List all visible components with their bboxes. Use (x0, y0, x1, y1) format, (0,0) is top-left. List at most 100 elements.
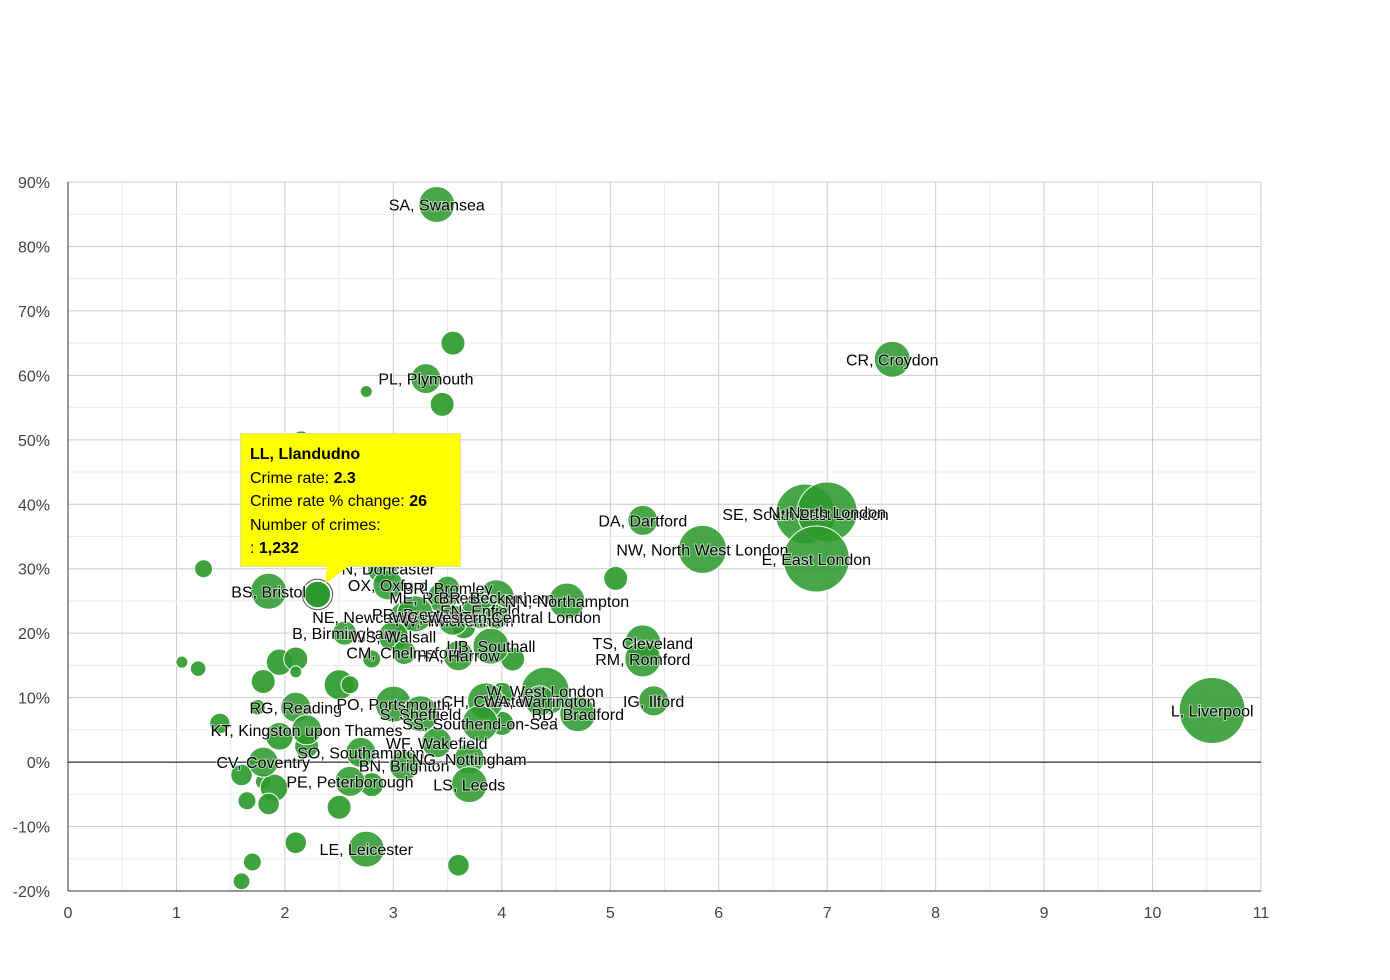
bubble-label: CM, Chelmsford (346, 646, 462, 663)
bubble (440, 330, 466, 356)
bubble-label: IG, Ilford (623, 694, 684, 711)
bubble (603, 565, 629, 591)
bubble-label: ME, Rochester (389, 591, 495, 608)
bubble (450, 766, 488, 804)
bubble (559, 695, 597, 733)
y-tick-label: 60% (18, 368, 50, 385)
x-tick-label: 4 (497, 905, 506, 922)
bubble-label: PE, Peterborough (286, 774, 413, 791)
bubble (401, 695, 439, 733)
highlighted-bubble (303, 580, 332, 609)
tooltip-title: LL, Llandudno (250, 446, 361, 463)
bubble-label: NE, Newcastle upon Tyne (312, 610, 496, 627)
bubble-label: PR, Preston (372, 607, 458, 624)
bubble-label: WC, Western Central London (392, 610, 601, 627)
bubble (334, 765, 366, 797)
bubble (638, 685, 670, 717)
bubble-label: SO, Southampton (297, 745, 424, 762)
tooltip-change-value: 26 (409, 493, 427, 510)
bubble (332, 620, 358, 646)
bubble (429, 391, 455, 417)
bubble-label: BN, Brighton (359, 758, 450, 775)
bubble (209, 712, 231, 735)
x-tick-label: 2 (280, 905, 289, 922)
y-tick-label: 50% (18, 433, 50, 450)
bubble (189, 660, 207, 677)
bubble (437, 604, 469, 636)
y-tick-label: 40% (18, 497, 50, 514)
y-tick-label: 90% (18, 175, 50, 192)
bubble (1178, 677, 1246, 745)
bubble (410, 363, 442, 395)
tooltip: LL, Llandudno Crime rate: 2.3 Crime rate… (240, 433, 461, 567)
tooltip-change-label: Crime rate % change: (250, 493, 410, 510)
y-tick-label: 0% (27, 755, 50, 772)
bubble (232, 872, 251, 891)
bubble-label: BR, Beckenham (439, 591, 555, 608)
bubble (242, 852, 262, 872)
bubble (237, 791, 257, 811)
bubble (291, 714, 323, 746)
bubble-label: EN, Enfield (440, 604, 520, 621)
bubble (249, 699, 267, 716)
x-tick-label: 11 (1253, 905, 1270, 922)
bubble-label: RM, Romford (595, 652, 690, 669)
bubble-label: PL, Plymouth (378, 372, 473, 389)
bubble (257, 792, 280, 816)
bubble-label: WS, Walsall (351, 629, 437, 646)
bubble (340, 675, 360, 695)
bubble (447, 853, 470, 877)
bubble (230, 763, 253, 787)
bubble-label: E, East London (762, 552, 871, 569)
bubble (782, 525, 850, 593)
tooltip-rate-value: 2.3 (333, 469, 356, 487)
x-tick-label: 0 (64, 905, 73, 922)
y-tick-label: 70% (18, 304, 50, 321)
bubble (624, 640, 662, 678)
bubble (391, 640, 417, 666)
bubble-label: L, Liverpool (1171, 704, 1254, 721)
bubble (284, 831, 308, 854)
bubble (677, 524, 727, 574)
bubble-label: TS, Cleveland (593, 636, 694, 653)
bubble (873, 340, 911, 378)
bubble-label: TW, Twickenham (392, 613, 514, 630)
bubble-label: UB, Southall (447, 639, 536, 656)
x-tick-label: 6 (714, 905, 723, 922)
bubble-label: RG, Reading (250, 700, 343, 717)
bubble-label: PO, Portsmouth (336, 697, 450, 714)
bubble-label: SE, South East London (722, 507, 888, 524)
tooltip-count-prefix: : (250, 540, 259, 557)
bubble (359, 384, 373, 398)
bubble (442, 640, 474, 672)
bubble-label: LS, Leeds (433, 778, 505, 795)
bubble-label: S, Sheffield (380, 707, 462, 724)
bubble (435, 575, 461, 601)
bubble (326, 794, 352, 820)
bubble (627, 504, 659, 536)
bubble-label: KT, Kingston upon Thames (211, 723, 403, 740)
bubble-label: NW, North West London (616, 542, 788, 559)
bubble (175, 655, 189, 669)
y-tick-label: -10% (13, 820, 50, 837)
y-tick-label: -20% (13, 884, 50, 901)
bubble-label: DA, Dartford (598, 513, 687, 530)
bubble (289, 665, 303, 679)
bubble-label: SA, Swansea (389, 198, 485, 215)
bubble (472, 627, 510, 665)
bubble-label: N, North London (768, 505, 885, 522)
bubble (372, 569, 404, 601)
bubble (524, 685, 556, 717)
bubble-labels: SA, Swansea CR, Croydon PL, Plymouth DA, Da… (210, 197, 1255, 861)
x-tick-label: 8 (931, 905, 940, 922)
bubble-label: BS, Bristol (231, 584, 306, 601)
bubble-label: CR, Croydon (846, 352, 938, 369)
bubble-label: CV, Coventry (216, 755, 310, 772)
bubble-label: BD, Bradford (531, 707, 623, 724)
x-tick-label: 1 (172, 905, 181, 922)
bubble-label: SS, Southend-on-Sea (402, 716, 558, 733)
x-tick-label: 10 (1144, 905, 1162, 922)
x-tick-label: 9 (1040, 905, 1049, 922)
bubble-label: W, West London (487, 684, 604, 701)
